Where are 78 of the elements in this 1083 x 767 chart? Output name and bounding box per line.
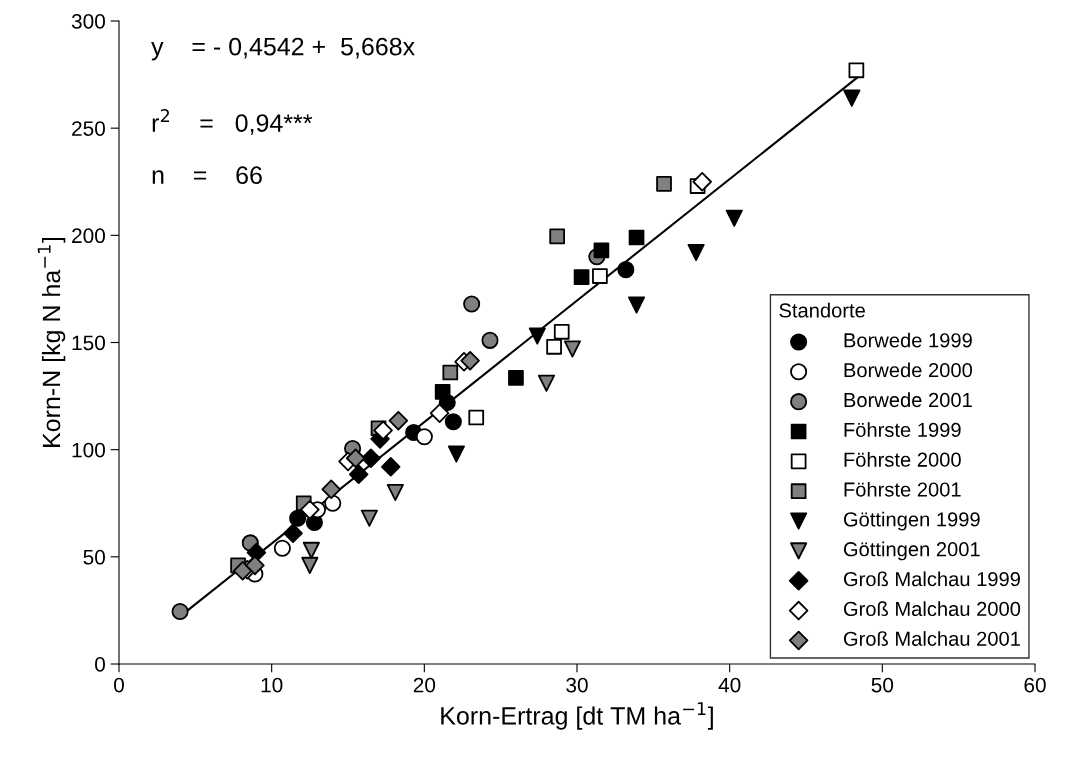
x-tick-label: 20	[413, 677, 436, 693]
y-tick-label: 100	[72, 442, 105, 458]
legend-label: Borwede 2001	[844, 392, 972, 408]
legend-label: Borwede 1999	[844, 332, 972, 348]
point	[692, 172, 712, 192]
x-axis-title: Korn-Ertrag [dt TM ha$^{−1}$]	[441, 702, 713, 730]
point	[442, 364, 459, 381]
point	[843, 89, 861, 107]
point	[848, 62, 865, 79]
legend-label: Borwede 2000	[844, 362, 973, 378]
point	[171, 602, 189, 621]
legend-label: Göttingen 2001	[843, 541, 980, 561]
x-tick-label: 10	[261, 677, 283, 693]
point	[627, 296, 646, 314]
point	[592, 268, 608, 284]
annotation: n = 66	[152, 166, 262, 185]
y-tick-label: 300	[71, 14, 105, 29]
point	[463, 295, 481, 313]
point	[553, 323, 570, 340]
point	[415, 428, 433, 446]
point	[481, 331, 499, 349]
text: r$^{2}$ = 0,94***	[152, 109, 313, 135]
point	[549, 228, 566, 245]
point	[283, 523, 303, 544]
y-tick-label: 250	[72, 121, 105, 136]
annotation: y = - 0,4542 + 5,668x	[151, 37, 415, 61]
point	[273, 539, 291, 557]
point	[345, 448, 366, 468]
point	[246, 542, 267, 563]
point	[302, 541, 320, 559]
y-tick-label: 150	[72, 335, 105, 351]
point	[361, 448, 381, 468]
point	[546, 338, 562, 355]
point	[656, 176, 672, 192]
point	[468, 409, 485, 426]
point	[687, 243, 705, 262]
point	[563, 340, 581, 358]
legend-label: Groß Malchau 2000	[843, 601, 1021, 617]
point	[300, 499, 320, 520]
point	[360, 509, 378, 527]
point	[617, 261, 635, 279]
point	[528, 327, 546, 345]
legend-title: Standorte	[779, 302, 865, 318]
legend-label: Föhrste 2000	[844, 452, 961, 467]
legend-label: Föhrste 1999	[844, 422, 961, 437]
y-tick-label: 50	[83, 549, 105, 565]
point	[537, 374, 556, 392]
point	[628, 229, 645, 246]
point	[386, 483, 404, 502]
point	[301, 556, 319, 574]
point	[348, 464, 369, 485]
point	[508, 370, 524, 386]
point	[321, 479, 341, 500]
x-tick-label: 30	[566, 677, 588, 693]
point	[460, 350, 480, 371]
point	[324, 494, 342, 512]
point	[434, 383, 451, 400]
point	[573, 269, 590, 285]
legend-label: Groß Malchau 1999	[843, 571, 1020, 587]
legend-label: Groß Malchau 2001	[843, 631, 1020, 646]
y-tick-label: 200	[72, 228, 105, 244]
point	[593, 242, 610, 259]
point	[388, 410, 409, 431]
legend-label: Göttingen 1999	[843, 511, 980, 531]
point	[444, 413, 462, 431]
x-tick-label: 50	[871, 677, 894, 693]
point	[725, 209, 743, 227]
x-tick-label: 40	[718, 677, 741, 693]
x-tick-label: 0	[114, 677, 124, 693]
x-tick-label: 60	[1024, 677, 1046, 693]
point	[381, 457, 401, 477]
legend-label: Föhrste 2001	[844, 481, 961, 497]
point	[429, 403, 450, 423]
point	[447, 445, 465, 463]
point	[373, 420, 393, 441]
point	[289, 509, 307, 527]
y-tick-label: 0	[95, 657, 105, 672]
y-axis-title: Korn-N [kg N ha$^{−1}$]	[37, 237, 66, 447]
